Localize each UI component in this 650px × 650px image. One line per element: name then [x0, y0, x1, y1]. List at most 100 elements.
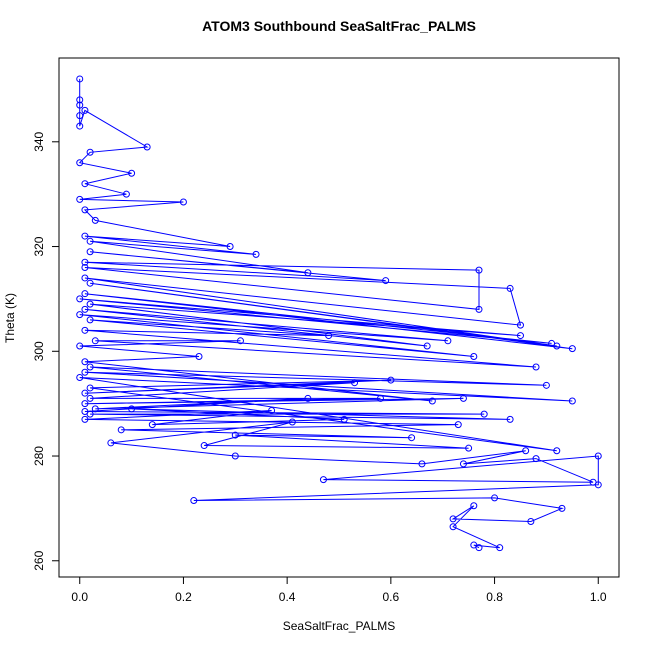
point [475, 305, 483, 313]
point [81, 400, 89, 408]
point [86, 248, 94, 256]
point [128, 169, 136, 177]
point [459, 394, 467, 402]
point [81, 232, 89, 240]
point [86, 363, 94, 371]
x-tick-label: 0.8 [486, 590, 503, 604]
point [86, 279, 94, 287]
point [480, 410, 488, 418]
point [304, 394, 312, 402]
point [81, 389, 89, 397]
point [200, 442, 208, 450]
point [553, 447, 561, 455]
point [470, 502, 478, 510]
point [288, 418, 296, 426]
point [454, 421, 462, 429]
y-tick-label: 300 [32, 341, 46, 361]
point [76, 159, 84, 167]
point [226, 243, 234, 251]
point [86, 384, 94, 392]
point [81, 415, 89, 423]
point [516, 321, 524, 329]
point [304, 269, 312, 277]
point [527, 517, 535, 525]
x-tick-label: 0.2 [175, 590, 192, 604]
point [325, 332, 333, 340]
y-tick-label: 320 [32, 236, 46, 256]
point [491, 494, 499, 502]
point [423, 342, 431, 350]
point [81, 180, 89, 188]
point [81, 263, 89, 271]
y-axis-label: Theta (K) [3, 293, 17, 343]
point [387, 376, 395, 384]
point [444, 337, 452, 345]
point [76, 311, 84, 319]
point [81, 358, 89, 366]
point [532, 455, 540, 463]
point [76, 75, 84, 83]
point [76, 373, 84, 381]
chart-title: ATOM3 Southbound SeaSaltFrac_PALMS [202, 18, 476, 34]
point [143, 143, 151, 151]
point [195, 353, 203, 361]
point [91, 216, 99, 224]
point [428, 397, 436, 405]
point [86, 237, 94, 245]
point [190, 497, 198, 505]
point [268, 406, 276, 414]
point [81, 274, 89, 282]
y-tick-label: 260 [32, 550, 46, 570]
point [91, 337, 99, 345]
point [81, 106, 89, 114]
point [76, 112, 84, 120]
point [76, 195, 84, 203]
point [76, 101, 84, 109]
point [532, 363, 540, 371]
point [86, 394, 94, 402]
point [117, 426, 125, 434]
point [376, 394, 384, 402]
point [449, 515, 457, 523]
point [236, 337, 244, 345]
point [231, 452, 239, 460]
point [408, 434, 416, 442]
x-axis-label: SeaSaltFrac_PALMS [283, 619, 396, 633]
x-tick-label: 0.4 [279, 590, 296, 604]
y-tick-label: 280 [32, 446, 46, 466]
point [86, 300, 94, 308]
point [81, 206, 89, 214]
point [496, 544, 504, 552]
x-tick-label: 0.6 [383, 590, 400, 604]
point [86, 148, 94, 156]
point [76, 295, 84, 303]
plot-frame [58, 57, 620, 578]
point [418, 460, 426, 468]
point [475, 544, 483, 552]
point [506, 284, 514, 292]
point [76, 342, 84, 350]
point [128, 405, 136, 413]
point [470, 353, 478, 361]
point [107, 439, 115, 447]
point [81, 368, 89, 376]
point [122, 190, 130, 198]
point [86, 316, 94, 324]
point [86, 410, 94, 418]
point [542, 381, 550, 389]
point [81, 258, 89, 266]
point [568, 397, 576, 405]
point [351, 379, 359, 387]
point [516, 332, 524, 340]
point [252, 250, 260, 258]
point [548, 339, 556, 347]
point [76, 96, 84, 104]
point [475, 266, 483, 274]
point [449, 523, 457, 531]
point [382, 277, 390, 285]
point [465, 444, 473, 452]
point [594, 481, 602, 489]
point [319, 476, 327, 484]
point [91, 405, 99, 413]
